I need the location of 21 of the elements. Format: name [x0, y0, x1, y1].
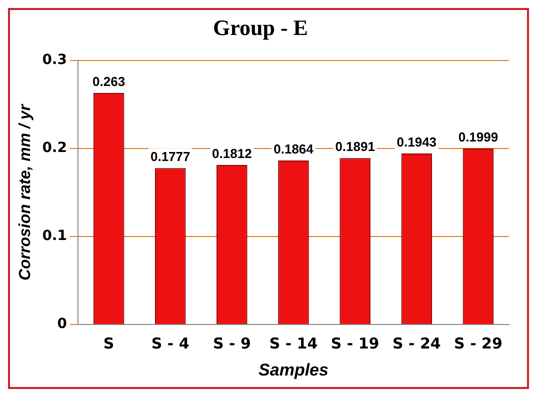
data-label: 0.1999: [458, 130, 498, 145]
x-axis-title: Samples: [258, 360, 328, 380]
data-label: 0.1777: [150, 149, 190, 164]
x-tick-label: S: [103, 334, 114, 352]
data-label: 0.1864: [274, 142, 314, 157]
data-label: 0.1891: [335, 139, 375, 154]
y-tick-label: 0.3: [42, 52, 67, 68]
x-tick-label: S - 4: [151, 334, 190, 352]
y-tick-label: 0.1: [42, 228, 67, 244]
data-label: 0.1943: [396, 134, 437, 150]
data-label: 0.1812: [212, 146, 252, 162]
y-tick-label: 0.2: [42, 140, 67, 156]
data-label: 0.263: [92, 74, 126, 90]
x-tick-label: S - 24: [392, 334, 441, 352]
x-tick-label: S - 9: [212, 334, 251, 352]
x-tick-label: S - 14: [269, 334, 318, 352]
y-tick-label: 0: [57, 316, 68, 332]
x-tick-label: S - 19: [330, 334, 380, 352]
x-tick-label: S - 29: [454, 334, 502, 352]
y-axis-title: Corrosion rate, mm / yr: [17, 104, 34, 281]
chart-title: Group - E: [213, 14, 308, 40]
